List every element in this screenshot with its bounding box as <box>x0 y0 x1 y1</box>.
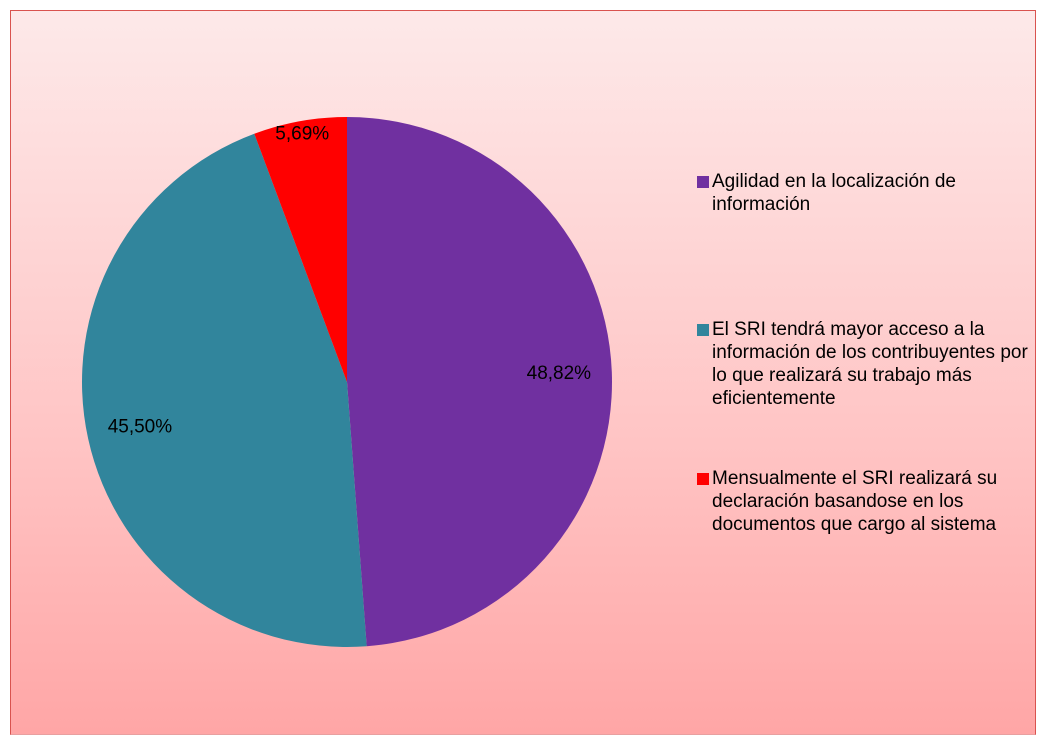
data-label: 5,69% <box>275 123 329 144</box>
legend-swatch <box>697 473 709 485</box>
legend-label: Mensualmente el SRI realizará su declara… <box>712 468 998 535</box>
legend-label: Agilidad en la localización de informaci… <box>712 171 956 215</box>
pie-slice <box>82 133 367 647</box>
legend-item: Agilidad en la localización de informaci… <box>697 170 1042 216</box>
legend-label: El SRI tendrá mayor acceso a la informac… <box>712 319 1028 409</box>
pie-slice <box>254 117 347 382</box>
legend-swatch <box>697 176 709 188</box>
legend-item: El SRI tendrá mayor acceso a la informac… <box>697 318 1042 410</box>
legend-item: Mensualmente el SRI realizará su declara… <box>697 467 1042 536</box>
data-label: 45,50% <box>108 416 173 437</box>
data-label: 48,82% <box>527 363 592 384</box>
pie-slice <box>347 117 612 647</box>
legend-swatch <box>697 324 709 336</box>
